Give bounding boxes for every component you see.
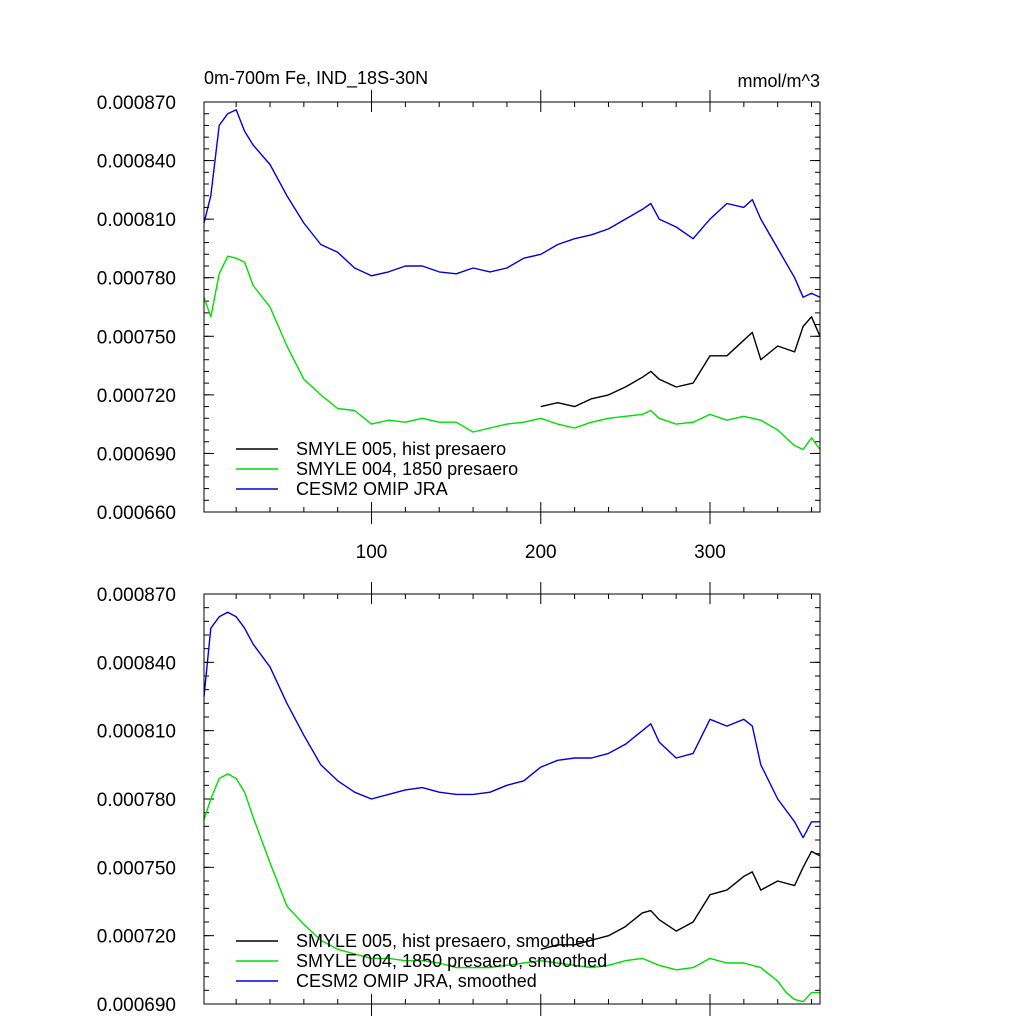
y-tick-label: 0.000840 <box>97 152 176 173</box>
series-line <box>203 773 820 1003</box>
series-line <box>203 255 821 451</box>
y-tick-label: 0.000720 <box>97 927 176 948</box>
bottom-chart-frame <box>203 593 821 1005</box>
y-tick-label: 0.000750 <box>97 858 176 879</box>
top-chart-x-tick-labels: 100 200 300 <box>356 542 726 563</box>
top-chart-y-tick-labels: 0.000660 0.000690 0.000720 0.000750 0.000780… <box>97 93 176 524</box>
legend-label: SMYLE 005, hist presaero <box>296 439 506 459</box>
series-line <box>540 850 821 950</box>
legend-label: SMYLE 004, 1850 presaero, smoothed <box>296 951 607 971</box>
y-tick-label: 0.000870 <box>97 585 176 606</box>
top-chart-panel: 0.000660 0.000690 0.000720 0.000750 0.000780… <box>97 68 821 563</box>
y-tick-label: 0.000870 <box>97 93 176 114</box>
bottom-chart-y-tick-labels: 0.000690 0.000720 0.000750 0.000780 0.000810… <box>97 585 176 1016</box>
series-line <box>203 611 820 839</box>
legend-label: SMYLE 005, hist presaero, smoothed <box>296 931 595 951</box>
y-tick-label: 0.000750 <box>97 327 176 348</box>
bottom-chart-legend: SMYLE 005, hist presaero, smoothedSMYLE … <box>236 931 607 991</box>
y-tick-label: 0.000690 <box>97 995 176 1016</box>
y-tick-label: 0.000780 <box>97 269 176 290</box>
bottom-chart-ticks <box>204 582 820 1016</box>
legend-label: CESM2 OMIP JRA <box>296 479 448 499</box>
legend-label: SMYLE 004, 1850 presaero <box>296 459 518 479</box>
y-tick-label: 0.000690 <box>97 444 176 465</box>
y-tick-label: 0.000720 <box>97 386 176 407</box>
top-chart-ticks <box>204 90 820 524</box>
series-line <box>203 109 821 298</box>
y-tick-label: 0.000780 <box>97 790 176 811</box>
bottom-chart-series <box>203 611 821 1003</box>
bottom-chart-panel: 0.000690 0.000720 0.000750 0.000780 0.000810… <box>97 582 821 1016</box>
top-chart-series <box>203 109 821 451</box>
x-tick-label: 100 <box>356 542 388 563</box>
x-tick-label: 200 <box>525 542 557 563</box>
top-chart-units: mmol/m^3 <box>738 71 820 91</box>
y-tick-label: 0.000810 <box>97 210 176 231</box>
y-tick-label: 0.000810 <box>97 722 176 743</box>
top-chart-frame <box>203 101 821 513</box>
y-tick-label: 0.000660 <box>97 503 176 524</box>
legend-label: CESM2 OMIP JRA, smoothed <box>296 971 537 991</box>
top-chart-title: 0m-700m Fe, IND_18S-30N <box>204 68 428 89</box>
series-line <box>540 316 821 408</box>
y-tick-label: 0.000840 <box>97 653 176 674</box>
x-tick-label: 300 <box>694 542 726 563</box>
